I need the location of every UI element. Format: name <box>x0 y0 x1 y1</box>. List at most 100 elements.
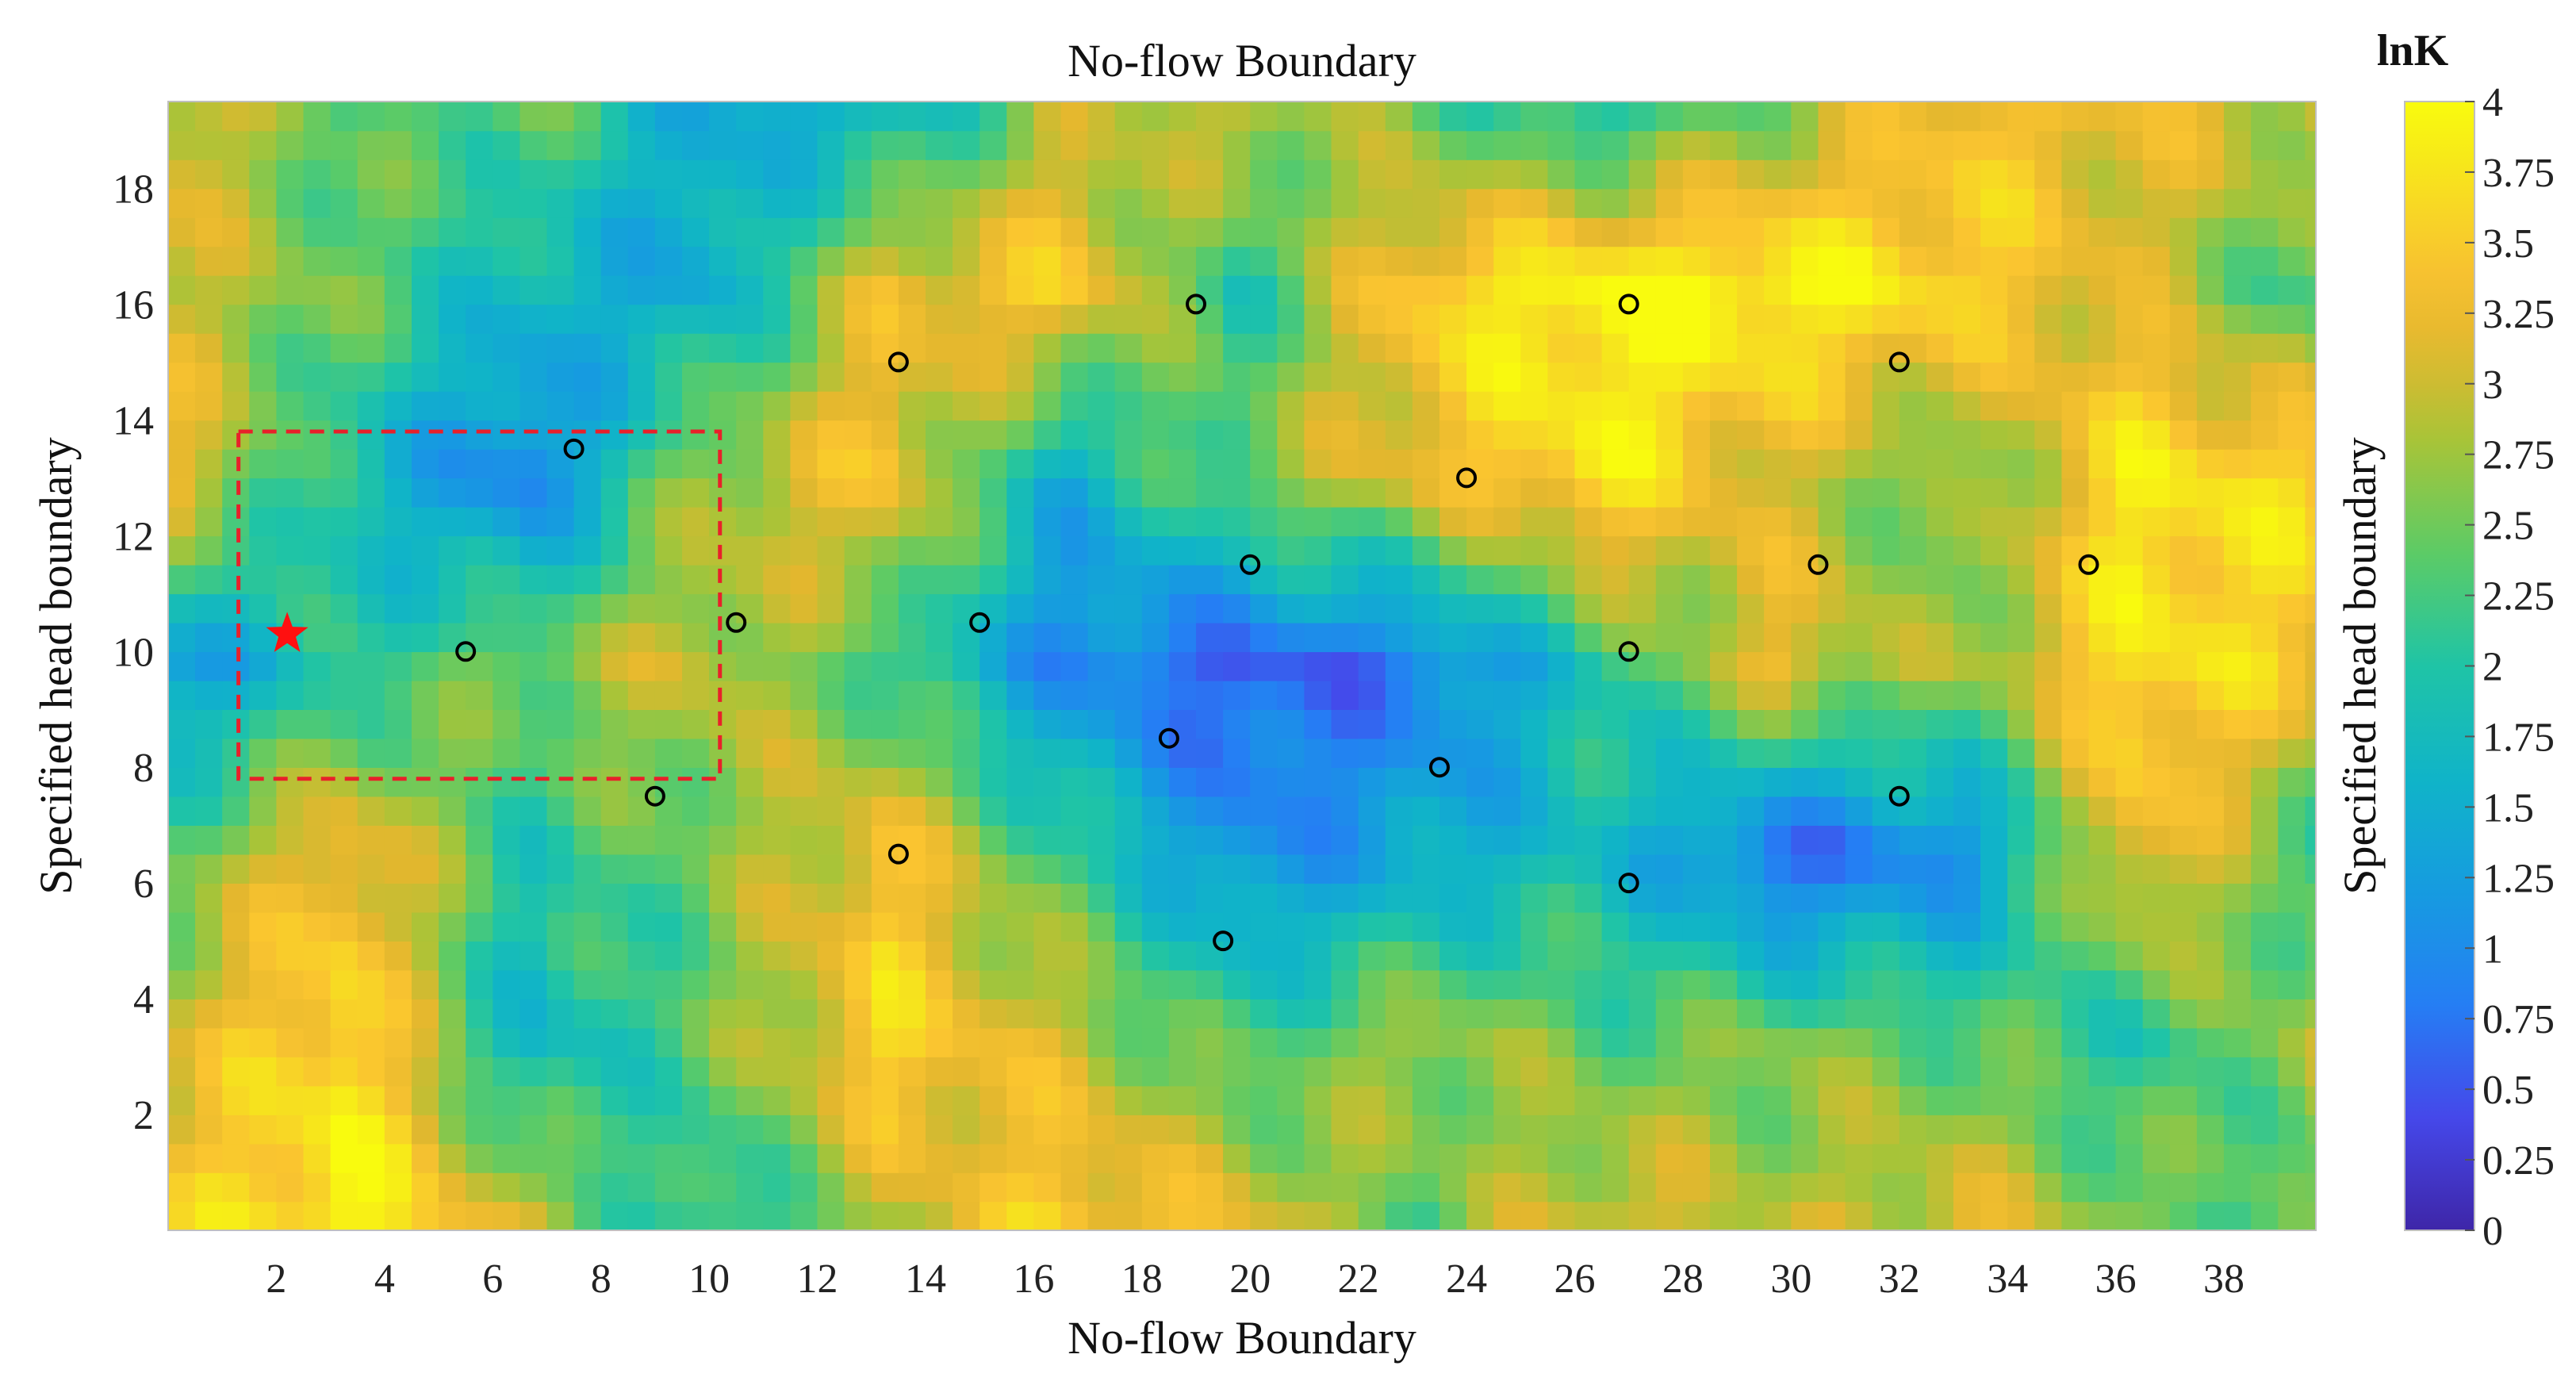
field-cell <box>1385 1172 1413 1203</box>
field-cell <box>168 1085 196 1115</box>
field-cell <box>1141 854 1170 884</box>
field-cell <box>654 796 683 826</box>
field-cell <box>844 362 872 392</box>
field-cell <box>2278 188 2306 218</box>
field-cell <box>466 159 494 190</box>
field-cell <box>2169 332 2198 363</box>
field-cell <box>1628 1027 1657 1057</box>
field-cell <box>682 159 710 190</box>
field-cell <box>1060 709 1089 739</box>
field-cell <box>1277 709 1305 739</box>
field-cell <box>1304 593 1332 623</box>
field-cell <box>195 332 223 363</box>
field-cell <box>412 969 439 999</box>
field-cell <box>979 1201 1008 1230</box>
field-cell <box>2142 883 2171 913</box>
field-cell <box>871 1085 899 1115</box>
field-cell <box>1196 738 1224 768</box>
field-cell <box>2115 651 2144 681</box>
field-cell <box>1791 159 1819 190</box>
field-cell <box>384 911 412 942</box>
field-cell <box>1168 969 1197 999</box>
field-cell <box>546 246 575 276</box>
field-cell <box>871 767 899 797</box>
field-cell <box>1385 332 1413 363</box>
field-cell <box>1628 825 1657 855</box>
field-cell <box>1196 1085 1224 1115</box>
field-cell <box>1953 1115 1981 1145</box>
field-cell <box>493 1027 521 1057</box>
field-cell <box>1655 478 1684 508</box>
field-cell <box>1926 448 1954 479</box>
field-cell <box>953 478 980 508</box>
field-cell <box>654 1172 683 1203</box>
field-cell <box>2251 1143 2279 1173</box>
field-cell <box>546 390 575 421</box>
field-cell <box>1033 130 1062 160</box>
field-cell <box>1060 246 1089 276</box>
field-cell <box>357 969 385 999</box>
field-cell <box>2034 362 2063 392</box>
field-cell <box>1277 564 1305 595</box>
field-cell <box>1682 883 1711 913</box>
field-cell <box>1033 911 1062 942</box>
field-cell <box>1710 1085 1738 1115</box>
field-cell <box>1358 709 1386 739</box>
field-cell <box>1764 680 1792 710</box>
field-cell <box>168 1172 196 1203</box>
field-cell <box>1926 506 1954 537</box>
field-cell <box>357 1201 385 1230</box>
field-cell <box>519 969 548 999</box>
field-cell <box>1710 1057 1738 1087</box>
field-cell <box>1006 883 1035 913</box>
field-cell <box>276 593 305 623</box>
field-cell <box>384 1201 412 1230</box>
field-cell <box>709 1143 737 1173</box>
field-cell <box>1655 1143 1684 1173</box>
field-cell <box>763 622 792 653</box>
field-cell <box>1791 188 1819 218</box>
field-cell <box>1845 941 1873 971</box>
field-cell <box>519 274 548 305</box>
field-cell <box>763 854 792 884</box>
field-cell <box>439 332 466 363</box>
field-cell <box>1980 709 2008 739</box>
field-cell <box>1710 332 1738 363</box>
field-cell <box>2088 159 2117 190</box>
field-cell <box>2278 362 2306 392</box>
field-cell <box>195 738 223 768</box>
field-cell <box>1033 332 1062 363</box>
field-cell <box>1682 1057 1711 1087</box>
field-cell <box>627 680 656 710</box>
field-cell <box>1439 102 1467 132</box>
field-cell <box>1439 130 1467 160</box>
field-cell <box>1953 1201 1981 1230</box>
field-cell <box>1845 420 1873 450</box>
field-cell <box>357 535 385 566</box>
field-cell <box>1196 564 1224 595</box>
field-cell <box>1872 130 1900 160</box>
field-cell <box>573 478 602 508</box>
field-cell <box>1358 420 1386 450</box>
field-cell <box>249 854 278 884</box>
field-cell <box>330 1172 358 1203</box>
field-cell <box>1006 1115 1035 1145</box>
field-cell <box>1926 1057 1954 1087</box>
field-cell <box>493 796 521 826</box>
field-cell <box>168 246 196 276</box>
field-cell <box>2169 535 2198 566</box>
field-cell <box>2061 709 2090 739</box>
field-cell <box>1791 274 1819 305</box>
field-cell <box>222 246 251 276</box>
field-cell <box>1737 593 1765 623</box>
field-cell <box>1385 535 1413 566</box>
field-cell <box>2224 506 2252 537</box>
field-cell <box>1385 854 1413 884</box>
field-cell <box>2305 941 2316 971</box>
field-cell <box>817 622 845 653</box>
field-cell <box>1250 102 1278 132</box>
field-cell <box>844 448 872 479</box>
field-cell <box>1926 911 1954 942</box>
field-cell <box>1304 825 1332 855</box>
field-cell <box>2034 767 2063 797</box>
